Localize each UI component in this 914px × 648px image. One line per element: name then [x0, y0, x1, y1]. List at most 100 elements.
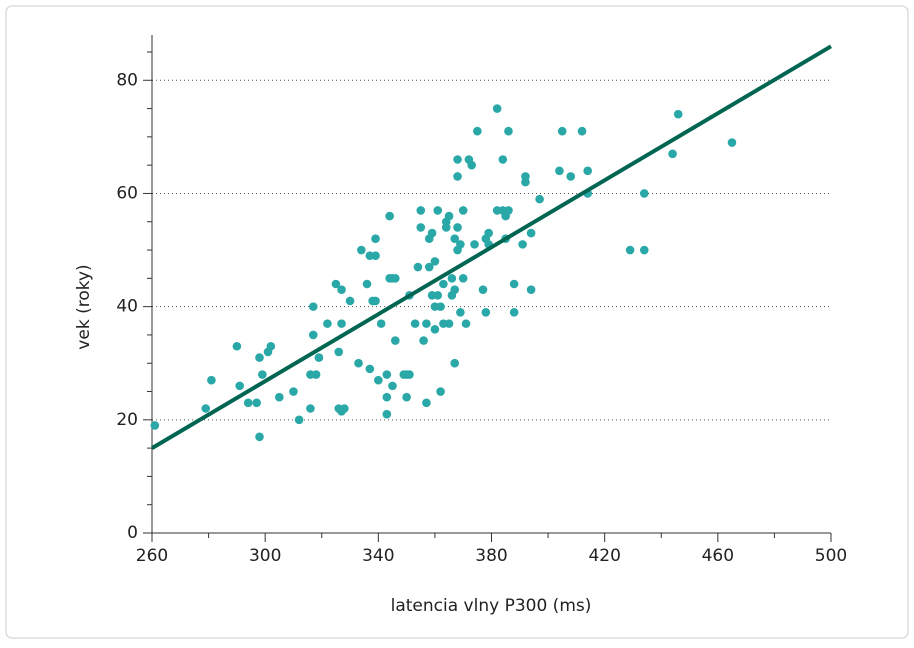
- point: [337, 285, 346, 294]
- point: [275, 392, 284, 402]
- point: [526, 228, 536, 238]
- point: [382, 370, 392, 379]
- point: [207, 375, 216, 385]
- point: [444, 211, 454, 221]
- point: [458, 206, 468, 215]
- point: [450, 234, 460, 244]
- x-tick-label: 340: [362, 546, 394, 566]
- point: [354, 358, 363, 368]
- point: [504, 206, 513, 215]
- point: [357, 245, 366, 255]
- frame: [5, 5, 909, 639]
- point: [453, 172, 462, 181]
- point: [388, 381, 397, 391]
- point: [566, 172, 576, 181]
- point: [450, 285, 460, 294]
- point: [673, 109, 683, 119]
- point: [243, 398, 253, 408]
- point: [470, 240, 479, 249]
- point: [405, 370, 414, 379]
- point: [413, 262, 423, 272]
- point: [456, 240, 465, 249]
- x-axis-label: latencia vlny P300 (ms): [391, 596, 592, 616]
- point: [371, 251, 380, 261]
- point: [402, 392, 411, 402]
- x-tick-label: 460: [702, 546, 734, 566]
- point: [518, 240, 527, 249]
- point: [306, 404, 315, 413]
- point: [727, 138, 737, 147]
- point: [509, 307, 519, 317]
- point: [521, 177, 530, 187]
- point: [453, 223, 462, 232]
- x-tick-label: 500: [815, 546, 847, 566]
- point: [555, 166, 564, 176]
- point: [345, 296, 355, 306]
- point: [439, 279, 448, 289]
- point: [535, 194, 544, 204]
- point: [311, 370, 321, 379]
- y-tick-label: 20: [116, 410, 138, 430]
- point: [391, 336, 400, 345]
- point: [639, 189, 649, 198]
- point: [382, 409, 392, 419]
- point: [266, 341, 276, 351]
- point: [232, 341, 242, 351]
- point: [430, 257, 440, 266]
- point: [504, 126, 513, 136]
- point: [668, 149, 677, 159]
- point: [255, 432, 264, 442]
- point: [410, 319, 420, 328]
- point: [492, 104, 502, 113]
- point: [371, 296, 380, 306]
- point: [374, 375, 383, 385]
- point: [498, 155, 508, 164]
- point: [294, 415, 304, 425]
- x-tick-label: 260: [136, 546, 168, 566]
- point: [467, 160, 476, 170]
- point: [427, 228, 437, 238]
- point: [436, 387, 445, 396]
- point: [201, 404, 211, 413]
- y-axis-label: vek (roky): [74, 264, 94, 349]
- point: [478, 285, 488, 294]
- point: [577, 126, 587, 136]
- point: [416, 206, 426, 215]
- point: [385, 211, 394, 221]
- point: [323, 319, 332, 328]
- point: [371, 234, 380, 244]
- point: [422, 398, 431, 408]
- point: [583, 166, 592, 176]
- point: [450, 358, 460, 368]
- x-tick-label: 380: [475, 546, 507, 566]
- point: [419, 336, 428, 345]
- x-tick-label: 300: [249, 546, 281, 566]
- point: [252, 398, 261, 408]
- point: [473, 126, 482, 136]
- point: [444, 319, 454, 328]
- point: [314, 353, 324, 362]
- point: [453, 155, 462, 164]
- point: [557, 126, 567, 136]
- point: [526, 285, 536, 294]
- point: [422, 319, 431, 328]
- point: [382, 392, 392, 402]
- point: [509, 279, 519, 289]
- point: [433, 206, 443, 215]
- point: [461, 319, 471, 328]
- point: [308, 330, 318, 340]
- point: [258, 370, 267, 379]
- point: [625, 245, 635, 255]
- point: [430, 324, 440, 334]
- point: [235, 381, 245, 391]
- point: [458, 274, 468, 283]
- point: [365, 364, 375, 374]
- point: [484, 228, 493, 238]
- point: [424, 262, 434, 272]
- y-tick-label: 60: [116, 183, 138, 203]
- y-tick-label: 80: [116, 70, 138, 90]
- point: [436, 302, 445, 311]
- point: [447, 274, 457, 283]
- point: [416, 223, 426, 232]
